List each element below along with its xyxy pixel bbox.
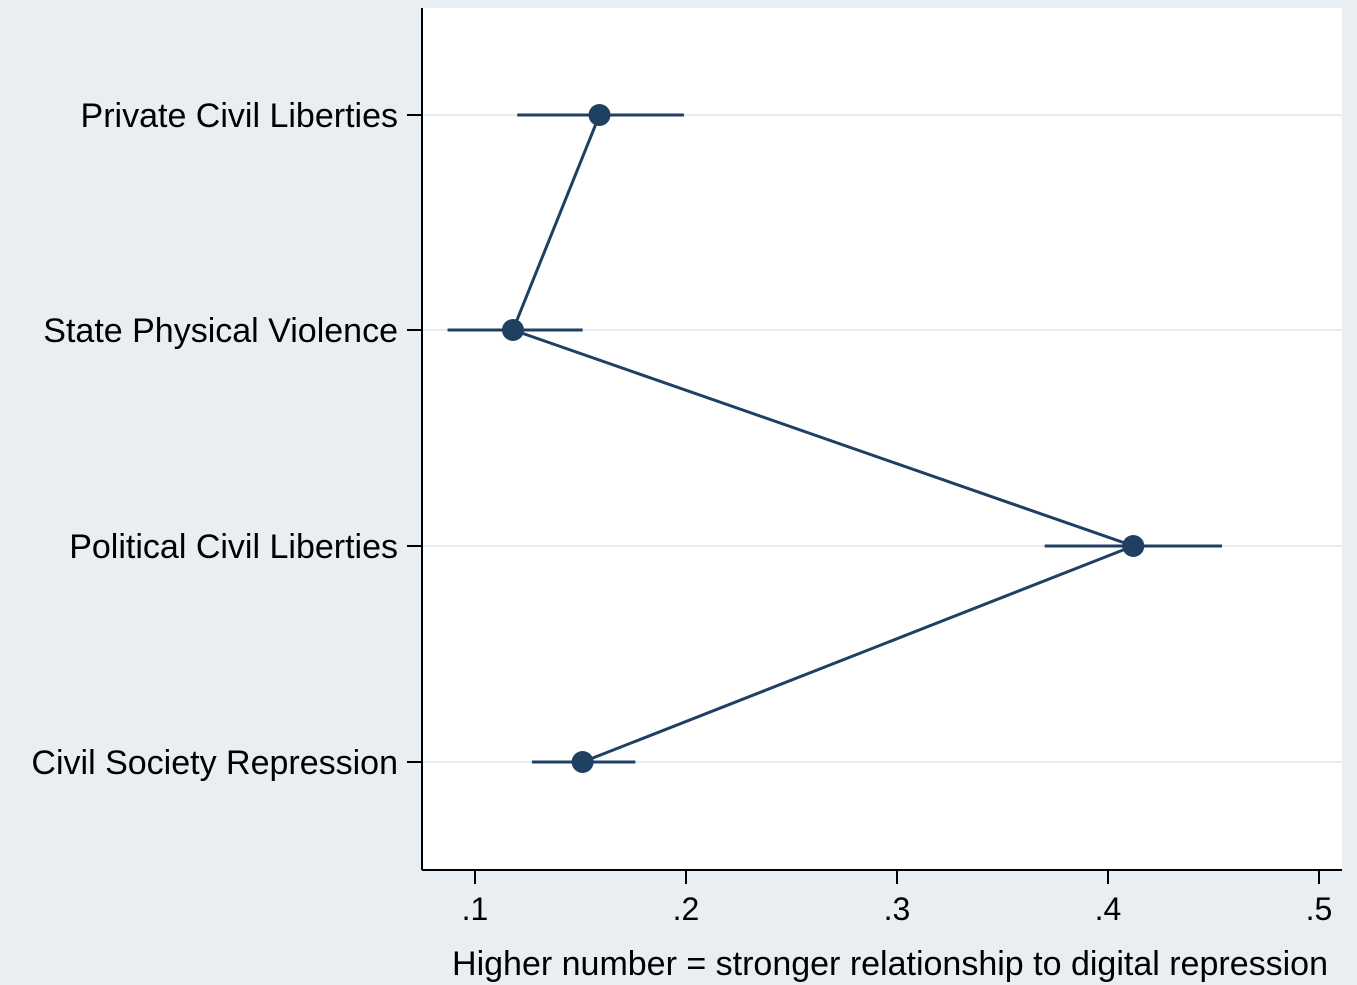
x-tick-label: .4	[1095, 891, 1122, 927]
x-axis-title: Higher number = stronger relationship to…	[452, 945, 1328, 983]
category-label: Political Civil Liberties	[69, 528, 398, 566]
category-label: Private Civil Liberties	[81, 97, 398, 135]
x-tick-label: .2	[673, 891, 700, 927]
point-estimates	[501, 104, 1145, 773]
y-axis-ticks: Private Civil Liberties State Physical Vi…	[31, 97, 422, 782]
x-tick-label: .1	[462, 891, 489, 927]
x-tick-label: .3	[884, 891, 911, 927]
category-label: Civil Society Repression	[31, 744, 398, 782]
x-axis-ticks: .1 .2 .3 .4 .5	[462, 870, 1333, 927]
series-connector	[511, 114, 1138, 764]
point-estimate	[588, 104, 611, 126]
category-label: State Physical Violence	[43, 312, 398, 350]
point-estimate	[1122, 535, 1145, 557]
plot-area	[422, 8, 1342, 870]
point-estimate	[501, 319, 524, 341]
x-tick-label: .5	[1306, 891, 1333, 927]
series-line	[511, 114, 1138, 764]
point-estimate	[571, 751, 594, 773]
